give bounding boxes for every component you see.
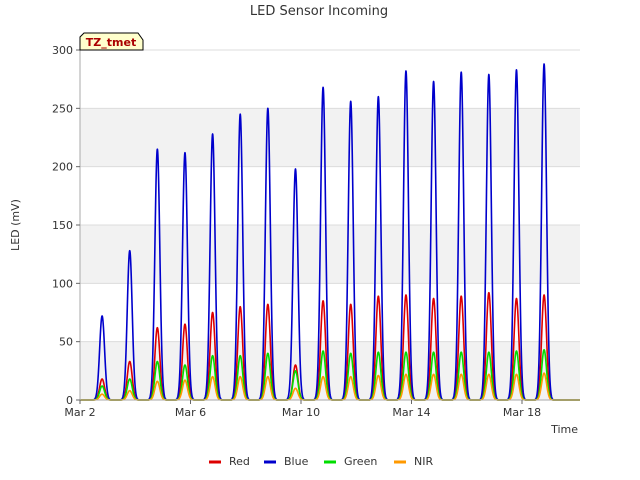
plot-band xyxy=(80,108,580,167)
x-tick-label: Mar 18 xyxy=(503,406,541,419)
x-axis-label: Time xyxy=(550,423,578,436)
plot-band xyxy=(80,225,580,284)
legend-label-red: Red xyxy=(229,455,250,468)
y-tick-label: 150 xyxy=(52,219,73,232)
y-tick-label: 200 xyxy=(52,161,73,174)
legend-label-blue: Blue xyxy=(284,455,309,468)
station-badge-box xyxy=(79,32,144,51)
x-tick-label: Mar 14 xyxy=(392,406,430,419)
y-tick-label: 0 xyxy=(66,394,73,407)
chart-title: LED Sensor Incoming xyxy=(250,4,388,19)
legend-label-nir: NIR xyxy=(414,455,433,468)
legend: Red Blue Green NIR xyxy=(209,455,433,468)
x-tick-label: Mar 2 xyxy=(64,406,95,419)
y-tick-label: 50 xyxy=(59,336,73,349)
y-tick-label: 100 xyxy=(52,277,73,290)
y-tick-label: 300 xyxy=(52,44,73,57)
station-badge-label: TZ_tmet xyxy=(86,36,136,49)
y-axis-label: LED (mV) xyxy=(9,199,22,251)
station-badge: TZ_tmet xyxy=(79,32,144,51)
y-tick-label: 250 xyxy=(52,102,73,115)
y-tick-labels: 0 50 100 150 200 250 300 xyxy=(52,44,80,407)
x-tick-label: Mar 10 xyxy=(282,406,320,419)
x-tick-label: Mar 6 xyxy=(175,406,206,419)
legend-label-green: Green xyxy=(344,455,377,468)
x-tick-labels: Mar 2 Mar 6 Mar 10 Mar 14 Mar 18 xyxy=(64,400,541,419)
series-line-blue xyxy=(79,63,581,401)
